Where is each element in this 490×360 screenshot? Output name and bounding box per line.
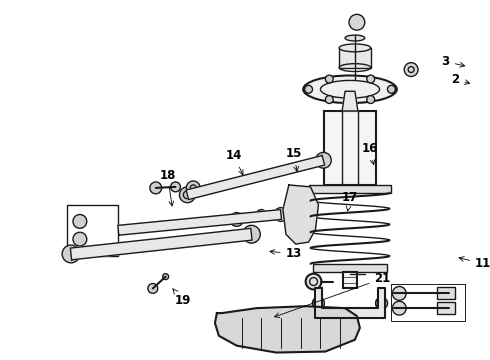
Polygon shape [71,228,252,260]
Circle shape [186,181,200,195]
Bar [309,185,392,193]
Text: 8: 8 [0,359,1,360]
Bar [437,302,455,314]
Bar [339,48,371,68]
Text: 14: 14 [225,149,243,175]
Text: 20: 20 [0,359,1,360]
Bar [392,284,466,321]
Circle shape [183,191,191,199]
Text: 16: 16 [362,142,378,165]
Text: 13: 13 [270,247,302,260]
Circle shape [179,187,195,203]
Text: 5: 5 [0,359,1,360]
Text: 9: 9 [0,359,1,360]
Circle shape [163,274,169,280]
Circle shape [148,284,158,293]
Bar [313,264,388,272]
Circle shape [404,63,418,76]
Bar [343,272,357,288]
Text: 18: 18 [159,168,176,206]
Text: 15: 15 [286,147,302,171]
Text: 19: 19 [173,289,191,307]
Ellipse shape [345,35,365,41]
Circle shape [150,182,162,194]
Text: 1: 1 [0,359,1,360]
Polygon shape [118,210,281,235]
Circle shape [392,301,406,315]
Circle shape [349,14,365,30]
Circle shape [325,75,333,83]
Polygon shape [342,91,358,111]
Circle shape [243,225,260,243]
Circle shape [325,96,333,103]
Circle shape [73,232,87,246]
Polygon shape [215,306,360,352]
Circle shape [305,85,313,93]
Circle shape [388,85,395,93]
Ellipse shape [339,44,371,52]
Text: 21: 21 [274,272,391,318]
Circle shape [392,287,406,300]
Polygon shape [186,156,324,199]
Ellipse shape [303,76,397,103]
Text: 3: 3 [441,55,465,68]
Polygon shape [315,288,386,318]
Bar [437,288,455,299]
Circle shape [62,245,80,263]
Circle shape [230,212,244,226]
Circle shape [316,152,331,168]
Circle shape [73,215,87,228]
Text: 10: 10 [0,359,1,360]
Text: 11: 11 [459,257,490,270]
Text: 17: 17 [342,191,358,211]
Text: 12: 12 [0,359,1,360]
Circle shape [306,274,321,289]
Bar [324,111,376,185]
Text: 4: 4 [0,359,1,360]
Text: 7: 7 [0,359,1,360]
Text: 2: 2 [451,73,469,86]
Circle shape [171,182,180,192]
Circle shape [274,208,288,221]
Polygon shape [283,185,318,244]
Circle shape [367,96,375,103]
Text: 6: 6 [0,359,1,360]
Bar [67,204,118,256]
Circle shape [367,75,375,83]
Circle shape [256,210,266,220]
